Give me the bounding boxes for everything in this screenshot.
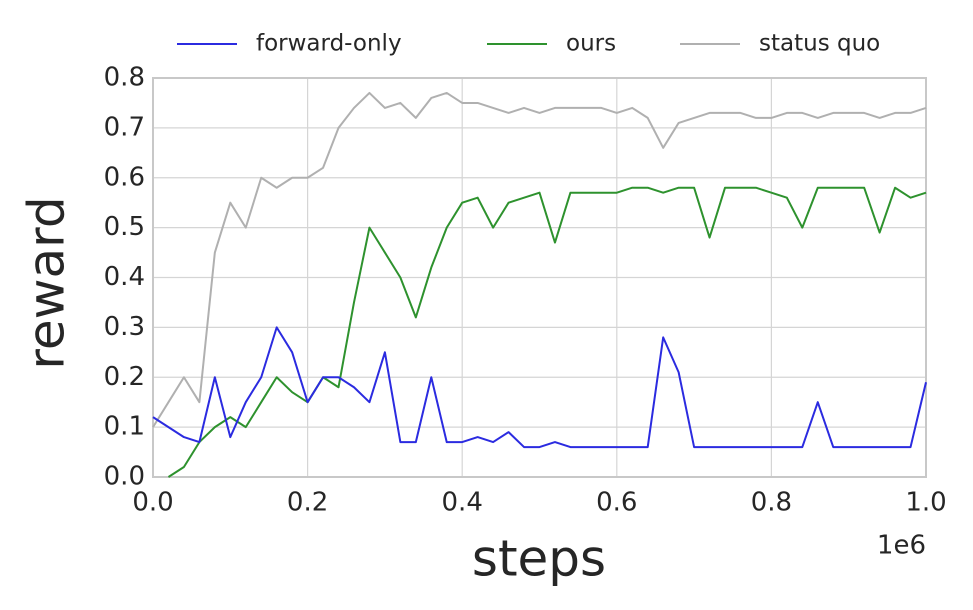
series-line <box>167 186 927 478</box>
series-line <box>152 326 927 449</box>
x-tick-label: 0.6 <box>596 488 637 518</box>
y-tick-label: 0.7 <box>104 112 145 142</box>
y-tick-label: 0.5 <box>104 212 145 242</box>
plot-frame <box>152 77 927 478</box>
x-tick-label: 0.0 <box>132 488 173 518</box>
x-tick-label: 0.4 <box>442 488 483 518</box>
y-tick-label: 0.3 <box>104 312 145 342</box>
y-tick-label: 0.2 <box>104 362 145 392</box>
y-tick-label: 0.0 <box>104 462 145 492</box>
y-axis-label: reward <box>18 196 76 369</box>
legend-label: ours <box>566 31 616 57</box>
legend-label: status quo <box>759 31 880 57</box>
x-offset-label: 1e6 <box>877 531 926 561</box>
y-tick-label: 0.6 <box>104 162 145 192</box>
x-tick-label: 0.8 <box>751 488 792 518</box>
y-tick-label: 0.1 <box>104 412 145 442</box>
x-tick-label: 0.2 <box>287 488 328 518</box>
legend-label: forward-only <box>256 31 402 57</box>
x-axis-label: steps <box>472 530 606 588</box>
series-line <box>152 91 927 428</box>
y-tick-label: 0.4 <box>104 262 145 292</box>
x-tick-label: 1.0 <box>905 488 946 518</box>
y-tick-label: 0.8 <box>104 63 145 93</box>
